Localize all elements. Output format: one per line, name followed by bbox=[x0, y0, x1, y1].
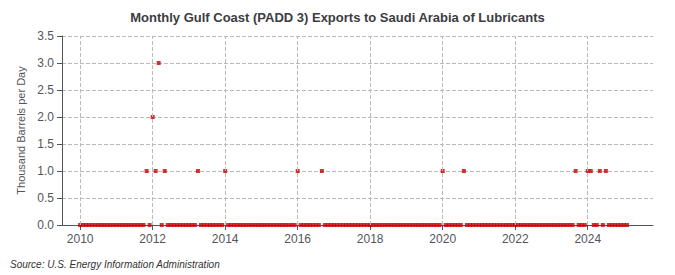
svg-text:2018: 2018 bbox=[357, 232, 384, 246]
svg-text:2010: 2010 bbox=[67, 232, 94, 246]
svg-text:3.5: 3.5 bbox=[37, 29, 54, 43]
svg-text:0.0: 0.0 bbox=[37, 218, 54, 232]
svg-text:Monthly Gulf Coast (PADD 3) Ex: Monthly Gulf Coast (PADD 3) Exports to S… bbox=[130, 10, 545, 25]
svg-text:2022: 2022 bbox=[502, 232, 529, 246]
svg-text:1.0: 1.0 bbox=[37, 164, 54, 178]
svg-text:3.0: 3.0 bbox=[37, 56, 54, 70]
svg-text:2.0: 2.0 bbox=[37, 110, 54, 124]
svg-text:1.5: 1.5 bbox=[37, 137, 54, 151]
svg-text:2.5: 2.5 bbox=[37, 83, 54, 97]
svg-text:0.5: 0.5 bbox=[37, 191, 54, 205]
svg-text:2012: 2012 bbox=[139, 232, 166, 246]
svg-text:2024: 2024 bbox=[574, 232, 601, 246]
svg-text:2020: 2020 bbox=[429, 232, 456, 246]
svg-text:2014: 2014 bbox=[212, 232, 239, 246]
svg-text:Source: U.S. Energy Informatio: Source: U.S. Energy Information Administ… bbox=[10, 259, 220, 270]
svg-text:2016: 2016 bbox=[284, 232, 311, 246]
svg-text:Thousand Barrels per Day: Thousand Barrels per Day bbox=[15, 66, 27, 195]
